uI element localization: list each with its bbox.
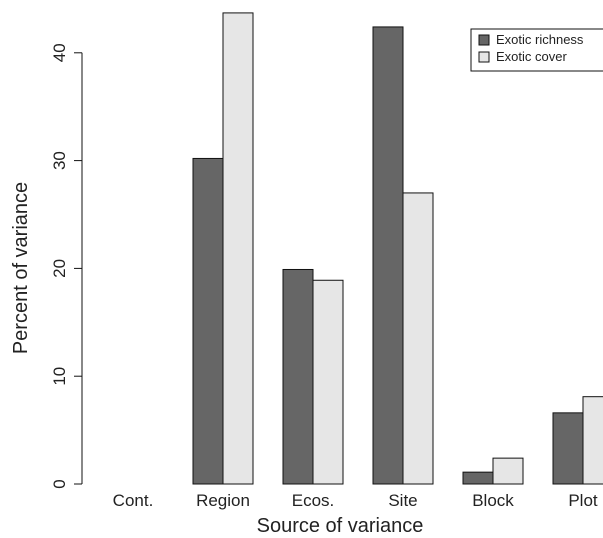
x-tick-label-site: Site <box>388 491 417 510</box>
x-tick-label-region: Region <box>196 491 250 510</box>
bar-exotic-richness-plot <box>552 412 584 485</box>
legend: Exotic richness Exotic cover <box>470 28 603 72</box>
x-axis: Cont. Region Ecos. Site Block Plot <box>113 491 598 510</box>
x-axis-title: Source of variance <box>257 515 424 537</box>
legend-label-exotic-cover: Exotic cover <box>496 49 567 64</box>
bars-group <box>192 12 603 485</box>
y-tick-label-0: 0 <box>50 479 69 488</box>
legend-swatch-exotic-richness <box>478 34 490 46</box>
bar-exotic-richness-site <box>372 26 404 485</box>
x-tick-label-plot: Plot <box>568 491 598 510</box>
bar-exotic-cover-plot <box>582 396 603 485</box>
y-tick-label-10: 10 <box>50 367 69 386</box>
legend-swatch-exotic-cover <box>478 51 490 63</box>
legend-label-exotic-richness: Exotic richness <box>496 32 584 47</box>
y-tick-label-40: 40 <box>50 43 69 62</box>
bar-exotic-richness-ecos <box>282 268 314 485</box>
y-tick-label-20: 20 <box>50 259 69 278</box>
legend-box <box>470 28 603 72</box>
bar-exotic-cover-site <box>402 192 434 485</box>
bar-exotic-cover-region <box>222 12 254 485</box>
x-tick-label-ecos: Ecos. <box>292 491 335 510</box>
bar-exotic-cover-block <box>492 457 524 485</box>
bar-exotic-richness-block <box>462 471 494 485</box>
x-tick-label-block: Block <box>472 491 514 510</box>
y-axis-title: Percent of variance <box>10 182 32 354</box>
x-tick-label-cont: Cont. <box>113 491 154 510</box>
bar-exotic-cover-ecos <box>312 279 344 485</box>
y-tick-label-30: 30 <box>50 151 69 170</box>
bar-exotic-richness-region <box>192 157 224 485</box>
y-axis: 0 10 20 30 40 <box>50 43 83 489</box>
